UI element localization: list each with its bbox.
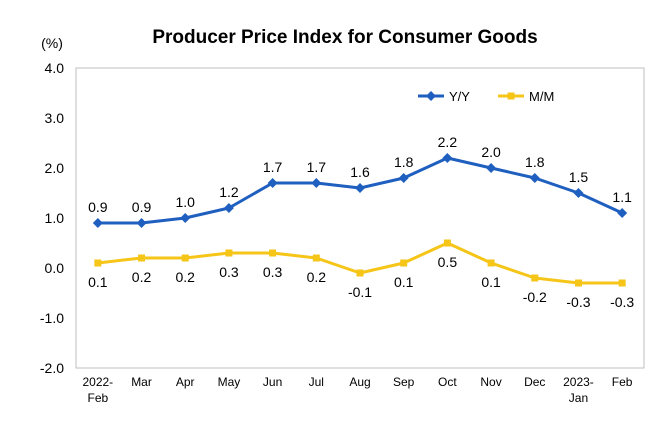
x-tick-label: Apr <box>176 375 195 389</box>
x-tick-label: Nov <box>480 375 501 389</box>
y-tick-label: 2.0 <box>45 160 65 176</box>
data-point <box>357 270 364 277</box>
y-tick-label: -1.0 <box>40 310 64 326</box>
data-label: 1.8 <box>394 154 414 170</box>
data-point <box>488 260 495 267</box>
y-tick-label: -2.0 <box>40 360 64 376</box>
data-label: 0.9 <box>132 199 152 215</box>
data-point <box>313 255 320 262</box>
y-tick-label: 3.0 <box>45 110 65 126</box>
data-label: 0.5 <box>438 254 458 270</box>
data-label: 0.3 <box>263 264 283 280</box>
data-label: -0.1 <box>348 284 372 300</box>
data-label: 0.3 <box>219 264 239 280</box>
legend-marker <box>508 93 515 100</box>
x-tick-label: Jun <box>263 375 282 389</box>
data-label: 1.8 <box>525 154 545 170</box>
x-tick-label: Aug <box>349 375 370 389</box>
x-tick-label: 2023- <box>563 375 594 389</box>
x-tick-label: Mar <box>131 375 152 389</box>
x-tick-label: Feb <box>88 391 109 405</box>
data-point <box>619 280 626 287</box>
data-label: 1.7 <box>263 159 283 175</box>
y-tick-label: 1.0 <box>45 210 65 226</box>
data-point <box>269 250 276 257</box>
data-label: 1.7 <box>307 159 327 175</box>
data-label: 0.1 <box>481 274 501 290</box>
data-label: 2.0 <box>481 144 501 160</box>
x-tick-label: Feb <box>612 375 633 389</box>
data-label: 0.2 <box>175 269 195 285</box>
x-tick-label: Jul <box>309 375 324 389</box>
data-label: 1.2 <box>219 184 239 200</box>
x-tick-label: May <box>218 375 241 389</box>
data-label: 0.9 <box>88 199 108 215</box>
data-label: 0.2 <box>307 269 327 285</box>
data-label: 2.2 <box>438 134 458 150</box>
y-tick-label: 0.0 <box>45 260 65 276</box>
data-point <box>444 240 451 247</box>
x-tick-label: Jan <box>569 391 588 405</box>
data-label: -0.2 <box>523 289 547 305</box>
data-label: 1.0 <box>175 194 195 210</box>
legend-label: Y/Y <box>449 89 470 104</box>
x-tick-label: 2022- <box>82 375 113 389</box>
data-label: 0.2 <box>132 269 152 285</box>
y-tick-label: 4.0 <box>45 60 65 76</box>
data-label: 0.1 <box>394 274 414 290</box>
chart-title: Producer Price Index for Consumer Goods <box>152 27 537 48</box>
data-label: -0.3 <box>610 294 634 310</box>
legend-label: M/M <box>529 89 554 104</box>
data-label: -0.3 <box>566 294 590 310</box>
data-point <box>138 255 145 262</box>
data-label: 1.6 <box>350 164 370 180</box>
x-tick-label: Sep <box>393 375 415 389</box>
data-label: 0.1 <box>88 274 108 290</box>
data-point <box>182 255 189 262</box>
data-point <box>225 250 232 257</box>
chart: Producer Price Index for Consumer Goods … <box>0 0 660 440</box>
x-tick-label: Oct <box>438 375 457 389</box>
data-point <box>400 260 407 267</box>
data-point <box>94 260 101 267</box>
data-point <box>531 275 538 282</box>
y-axis-unit-label: (%) <box>41 35 63 51</box>
x-tick-label: Dec <box>524 375 545 389</box>
data-label: 1.5 <box>569 169 589 185</box>
data-label: 1.1 <box>612 189 632 205</box>
data-point <box>575 280 582 287</box>
